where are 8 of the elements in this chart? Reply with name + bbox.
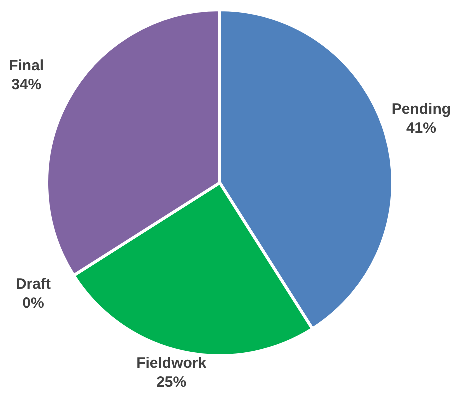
- slice-label: Final: [9, 57, 44, 74]
- data-label: 41%: [406, 120, 436, 138]
- text: 0%: [22, 295, 44, 312]
- slice-label: Fieldwork: [136, 355, 208, 372]
- slice-label: Pending: [392, 101, 452, 118]
- data-label: 25%: [156, 374, 187, 392]
- category-label: Draft: [16, 276, 51, 294]
- data-label: 34%: [12, 76, 42, 94]
